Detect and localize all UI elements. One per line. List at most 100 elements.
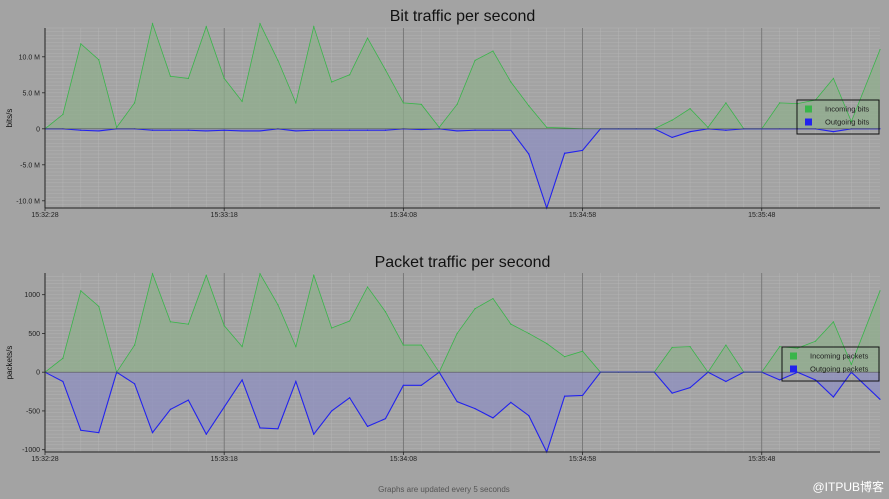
data-point-outgoing (779, 379, 781, 381)
data-point-incoming (331, 327, 333, 329)
data-point-outgoing (62, 380, 64, 383)
data-point-outgoing (581, 149, 584, 151)
data-point-incoming (205, 274, 207, 276)
data-point-incoming (80, 43, 82, 45)
x-tick-label: 15:35:48 (748, 456, 775, 463)
y-tick-label: 5.0 M (22, 90, 40, 97)
data-point-outgoing (169, 408, 172, 410)
legend-label-outgoing: Outgoing packets (810, 365, 869, 374)
data-point-incoming (671, 119, 673, 121)
data-point-outgoing (671, 392, 673, 394)
data-point-incoming (725, 344, 727, 346)
data-point-incoming (151, 23, 154, 25)
data-point-incoming (796, 347, 799, 349)
bit-traffic-chart: Bit traffic per second 10.0 M 5.0 M 0 -5.0 M… (5, 8, 881, 219)
data-point-incoming (80, 290, 82, 292)
data-point-incoming (879, 49, 881, 51)
data-point-incoming (581, 350, 584, 352)
data-point-outgoing (223, 129, 225, 131)
data-point-incoming (277, 304, 279, 306)
y-tick-label: 500 (28, 331, 40, 338)
y-tick-label: -10.0 M (16, 198, 40, 205)
x-tick-label: 15:34:58 (569, 212, 596, 219)
data-point-incoming (98, 59, 100, 61)
data-point-incoming (546, 342, 548, 345)
data-point-incoming (313, 25, 315, 28)
data-point-outgoing (205, 433, 207, 435)
data-point-incoming (725, 102, 727, 104)
series-area-outgoing (45, 372, 880, 452)
chart-title: Packet traffic per second (375, 254, 551, 271)
data-point-outgoing (492, 129, 494, 131)
data-point-incoming (832, 77, 835, 79)
data-point-outgoing (313, 129, 315, 131)
data-point-incoming (689, 346, 691, 348)
legend-label-outgoing: Outgoing bits (825, 118, 869, 127)
data-point-incoming (474, 59, 476, 62)
legend-swatch-outgoing (790, 365, 797, 373)
data-point-outgoing (528, 414, 530, 417)
data-point-incoming (349, 320, 351, 322)
data-point-outgoing (366, 425, 369, 428)
data-point-outgoing (80, 129, 82, 131)
data-point-outgoing (277, 428, 279, 430)
data-point-outgoing (331, 410, 333, 412)
data-point-outgoing (169, 129, 172, 131)
data-point-incoming (259, 23, 261, 25)
data-point-incoming (98, 305, 100, 307)
data-point-outgoing (384, 129, 387, 131)
data-point-outgoing (420, 384, 422, 386)
x-tick-label: 15:34:58 (569, 456, 596, 463)
data-point-outgoing (384, 418, 387, 420)
data-point-incoming (779, 346, 781, 348)
legend-label-incoming: Incoming packets (810, 352, 869, 361)
data-point-outgoing (133, 383, 136, 385)
data-point-incoming (384, 69, 387, 71)
data-point-incoming (671, 346, 673, 348)
data-point-outgoing (295, 380, 297, 383)
data-point-outgoing (241, 130, 243, 132)
data-point-incoming (205, 25, 207, 28)
data-point-outgoing (402, 384, 404, 386)
data-point-outgoing (510, 129, 512, 131)
watermark-text: @ITPUB博客 (812, 479, 884, 494)
data-point-incoming (564, 356, 566, 358)
data-point-incoming (241, 346, 243, 348)
data-point-outgoing (349, 397, 351, 399)
data-point-incoming (187, 77, 189, 79)
chart-title: Bit traffic per second (390, 8, 536, 25)
data-point-incoming (151, 273, 154, 275)
data-point-incoming (420, 103, 422, 105)
data-point-outgoing (564, 395, 566, 397)
data-point-outgoing (564, 152, 566, 154)
data-point-outgoing (241, 379, 243, 381)
y-axis-label: packets/s (5, 346, 14, 380)
y-tick-label: -1000 (22, 447, 40, 454)
legend-box (796, 99, 880, 135)
data-point-outgoing (689, 387, 691, 389)
data-point-outgoing (492, 417, 494, 419)
x-tick-label: 15:33:18 (211, 456, 238, 463)
data-point-incoming (62, 113, 64, 115)
data-point-incoming (779, 102, 781, 104)
data-point-incoming (133, 102, 136, 104)
data-point-outgoing (456, 401, 458, 403)
data-point-incoming (707, 126, 709, 128)
data-point-outgoing (671, 136, 673, 139)
data-point-incoming (331, 81, 333, 83)
data-point-incoming (277, 59, 279, 62)
data-point-incoming (438, 126, 440, 128)
data-point-outgoing (879, 398, 881, 400)
data-point-incoming (546, 126, 548, 128)
data-point-outgoing (80, 429, 82, 431)
data-point-outgoing (689, 131, 691, 133)
x-tick-label: 15:32:28 (31, 456, 58, 463)
y-tick-label: -500 (26, 408, 40, 415)
y-axis-label: bits/s (5, 109, 14, 128)
legend-label-incoming: Incoming bits (825, 105, 869, 114)
data-point-incoming (879, 290, 881, 292)
y-tick-label: 1000 (24, 292, 40, 299)
data-point-outgoing (259, 427, 261, 429)
data-point-outgoing (259, 130, 261, 132)
y-tick-label: 10.0 M (19, 54, 41, 61)
